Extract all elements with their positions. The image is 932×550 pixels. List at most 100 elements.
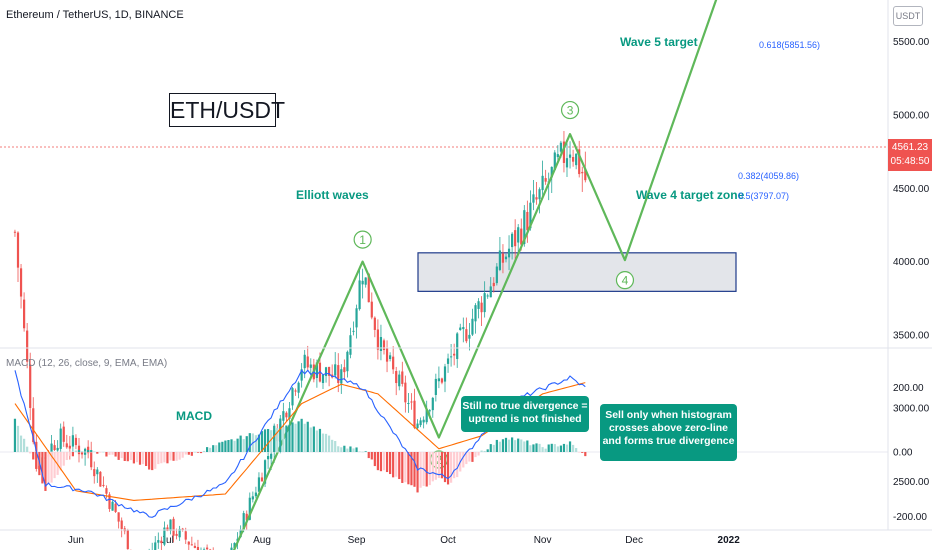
symbol-title[interactable]: Ethereum / TetherUS, 1D, BINANCE: [6, 9, 184, 21]
candle-body: [270, 453, 273, 459]
histogram-bar: [306, 421, 309, 452]
candle-body: [367, 273, 370, 303]
candle-body: [32, 408, 35, 443]
wave5-target-label: Wave 5 target: [620, 35, 698, 49]
candle-body: [59, 428, 62, 449]
histogram-bar: [468, 452, 471, 462]
time-axis: JunJulAugSepOctNovDec2022Feb: [68, 535, 740, 546]
last-price-value: 4561.23: [891, 142, 929, 153]
histogram-bar: [437, 452, 440, 478]
currency-selector[interactable]: USDT: [893, 6, 923, 26]
histogram-bar: [410, 452, 413, 486]
histogram-bar: [364, 451, 367, 452]
wave-number-3: 3: [567, 104, 574, 118]
histogram-bar: [29, 452, 32, 454]
histogram-bar: [572, 444, 575, 452]
candle-body: [166, 527, 169, 531]
candle-body: [422, 419, 425, 423]
fib-0382-label: 0.382(4059.86): [738, 171, 799, 181]
price-tick-label: 2500.00: [893, 477, 930, 488]
histogram-bar: [529, 445, 532, 452]
histogram-bar: [141, 452, 145, 465]
candle-body: [520, 228, 523, 245]
candle-body: [102, 484, 105, 486]
candle-body: [282, 411, 285, 421]
histogram-bar: [221, 441, 224, 452]
histogram-bar: [443, 452, 447, 483]
candle-body: [440, 378, 444, 383]
candle-body: [105, 488, 108, 494]
histogram-bar: [193, 451, 196, 453]
candle-body: [56, 447, 59, 451]
candle-body: [511, 233, 514, 248]
candle-body: [358, 280, 361, 310]
candle-body: [300, 369, 303, 381]
candle-body: [480, 302, 483, 313]
histogram-bar: [285, 425, 288, 452]
histogram-bar: [321, 433, 325, 452]
histogram-bar: [379, 452, 383, 472]
wave4-target-zone: [417, 252, 737, 292]
candle-body: [260, 477, 264, 482]
candle-body: [352, 330, 355, 332]
histogram-bar: [581, 452, 584, 453]
histogram-bar: [199, 452, 203, 454]
price-tick-label: 4500.00: [893, 184, 930, 195]
wave-path: [232, 0, 718, 550]
candle-body: [459, 327, 462, 330]
candle-body: [572, 157, 575, 162]
candle-body: [559, 142, 562, 152]
time-tick-label: Aug: [253, 535, 271, 546]
histogram-bar: [446, 452, 450, 485]
histogram-bar: [492, 444, 495, 452]
histogram-bar: [495, 439, 498, 452]
candle-body: [254, 492, 257, 497]
histogram-bar: [584, 452, 587, 457]
histogram-bar: [59, 452, 62, 471]
histogram-bar: [215, 445, 218, 452]
histogram-bar: [126, 452, 129, 462]
pair-label-box: ETH/USDT: [169, 93, 285, 127]
candle-body: [157, 540, 160, 543]
histogram-bar: [385, 452, 389, 473]
candle-body: [504, 256, 508, 260]
macd-indicator-title[interactable]: MACD (12, 26, close, 9, EMA, EMA): [6, 358, 168, 369]
histogram-bar: [376, 452, 379, 471]
candle-body: [382, 340, 386, 351]
candle-body: [29, 364, 32, 408]
elliott-waves-label: Elliott waves: [296, 188, 369, 202]
candle-body: [410, 401, 413, 403]
histogram-bar: [498, 441, 501, 452]
histogram-bar: [373, 452, 376, 467]
histogram-bar: [309, 427, 312, 452]
candle-body: [68, 445, 71, 449]
time-tick-label: Nov: [534, 535, 552, 546]
histogram-bar: [260, 431, 264, 452]
histogram-bar: [209, 447, 212, 452]
candle-body: [532, 194, 535, 203]
candle-body: [154, 542, 157, 550]
candle-body: [568, 154, 572, 158]
candle-body: [53, 445, 56, 450]
histogram-bar: [114, 452, 117, 457]
candle-body: [489, 286, 492, 298]
callout-2-line-2: crosses above zero-line: [608, 422, 729, 434]
candle-body: [364, 277, 367, 285]
candle-body: [407, 403, 410, 405]
histogram-bar: [187, 452, 190, 455]
candle-body: [297, 382, 300, 393]
price-axis: 2000.002500.003000.003500.004000.004500.…: [893, 37, 930, 488]
candle-body: [578, 149, 581, 175]
candle-body: [474, 305, 477, 322]
histogram-bar: [148, 452, 151, 470]
histogram-bar: [267, 429, 270, 452]
candle-body: [507, 248, 511, 258]
candle-body: [376, 329, 379, 350]
histogram-bar: [32, 452, 35, 460]
histogram-bar: [239, 435, 242, 452]
histogram-bar: [160, 452, 163, 464]
histogram-bar: [425, 452, 428, 487]
time-tick-label: Jul: [161, 535, 174, 546]
histogram-bar: [196, 452, 200, 453]
candle-body: [169, 519, 172, 531]
